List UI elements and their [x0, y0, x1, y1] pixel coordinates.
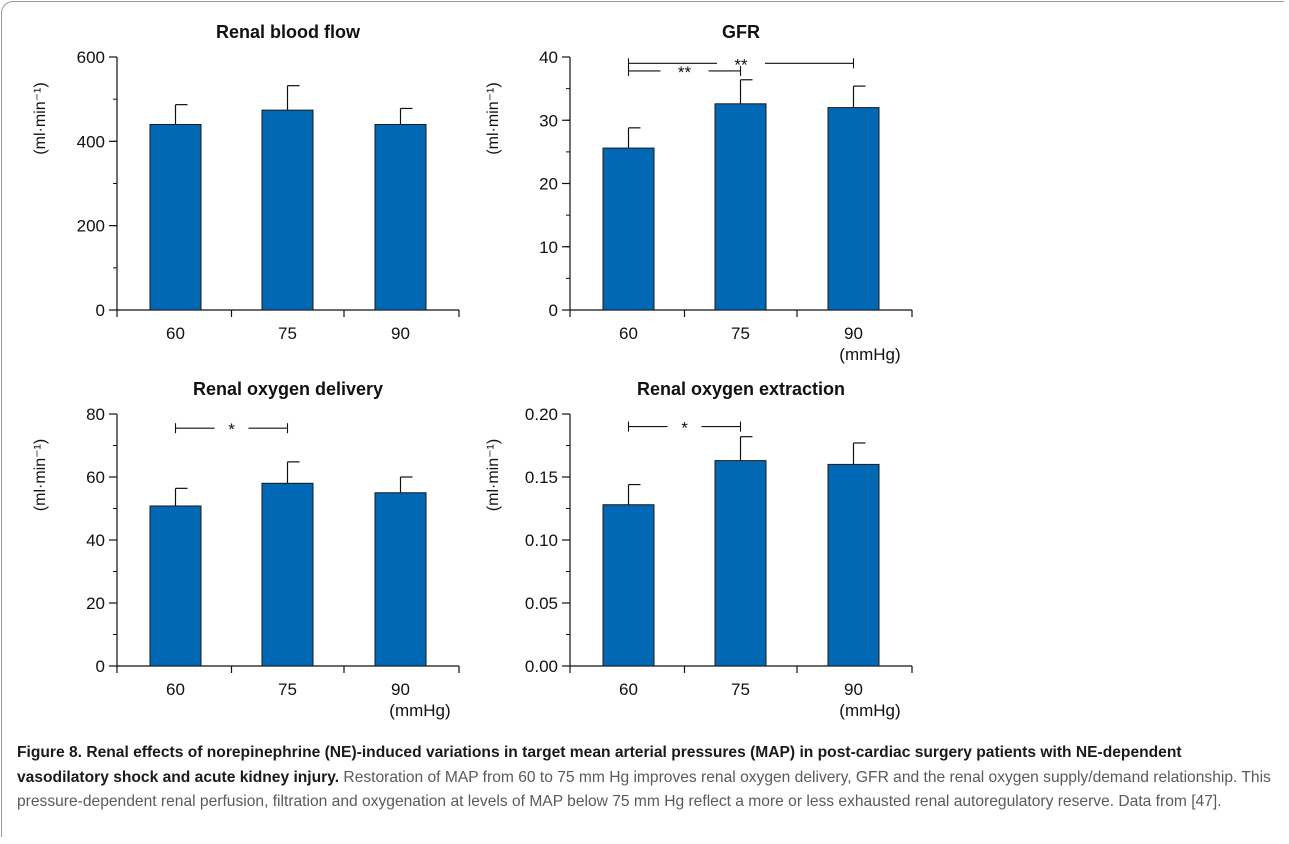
- x-tick-label: 60: [619, 324, 638, 343]
- figure-caption: Figure 8. Renal effects of norepinephrin…: [17, 741, 1272, 815]
- y-tick-label: 40: [539, 48, 558, 67]
- bar: [827, 107, 880, 311]
- bar: [374, 123, 427, 311]
- chart-panel-4: Renal oxygen extraction (ml·min⁻¹) 0.00 0.0…: [485, 379, 913, 720]
- bar: [602, 504, 655, 667]
- bar: [261, 482, 314, 667]
- significance-label: *: [681, 419, 688, 438]
- y-tick-label: 80: [86, 405, 105, 424]
- chart-title: Renal oxygen extraction: [637, 379, 845, 399]
- y-tick-label: 600: [77, 48, 105, 67]
- y-tick-label: 30: [539, 111, 558, 130]
- bar: [827, 463, 880, 667]
- caption-body: Restoration of MAP from 60 to 75 mm Hg i…: [17, 768, 1271, 811]
- y-tick-label: 60: [86, 468, 105, 487]
- bar: [261, 109, 314, 311]
- x-unit-label: (mmHg): [839, 701, 900, 720]
- bar: [602, 147, 655, 311]
- y-tick-label: 400: [77, 132, 105, 151]
- chart-title: GFR: [722, 22, 760, 42]
- x-tick-label: 75: [278, 324, 297, 343]
- caption-lead: Figure 8. Renal effects of norepinephrin…: [17, 744, 1182, 786]
- chart-panel-2: GFR (ml·min⁻¹) 0 10 20 30 40 60 75 90 (mmHg) ** **: [485, 22, 913, 364]
- y-axis-label: (ml·min⁻¹): [32, 82, 49, 154]
- x-tick-label: 75: [731, 324, 750, 343]
- y-axis-label: (ml·min⁻¹): [32, 439, 49, 511]
- x-tick-label: 75: [278, 680, 297, 699]
- chart-title: Renal blood flow: [216, 22, 361, 42]
- x-unit-label: (mmHg): [389, 701, 450, 720]
- y-tick-label: 0.05: [525, 594, 558, 613]
- x-tick-label: 90: [844, 680, 863, 699]
- chart-title: Renal oxygen delivery: [193, 379, 383, 399]
- significance-label: **: [678, 63, 692, 82]
- y-tick-label: 0: [549, 301, 558, 320]
- chart-panel-1: Renal blood flow (ml·min⁻¹) 0 200 400 600 60 75…: [32, 22, 460, 343]
- y-tick-label: 0: [96, 657, 105, 676]
- y-tick-label: 0.15: [525, 468, 558, 487]
- chart-panel-3: Renal oxygen delivery (ml·min⁻¹) 0 20 40 60 80…: [32, 379, 460, 720]
- y-tick-label: 200: [77, 217, 105, 236]
- bar: [714, 460, 767, 667]
- y-tick-label: 0.00: [525, 657, 558, 676]
- y-tick-label: 40: [86, 531, 105, 550]
- bar: [149, 123, 202, 311]
- x-tick-label: 60: [166, 324, 185, 343]
- significance-label: **: [734, 55, 748, 74]
- x-tick-label: 60: [166, 680, 185, 699]
- y-tick-label: 0.20: [525, 405, 558, 424]
- y-tick-label: 20: [539, 175, 558, 194]
- bar: [714, 103, 767, 311]
- y-tick-label: 20: [86, 594, 105, 613]
- x-tick-label: 90: [391, 680, 410, 699]
- y-axis-label: (ml·min⁻¹): [485, 82, 502, 154]
- bar: [374, 492, 427, 667]
- y-tick-label: 0.10: [525, 531, 558, 550]
- x-tick-label: 60: [619, 680, 638, 699]
- x-tick-label: 90: [844, 324, 863, 343]
- y-axis-label: (ml·min⁻¹): [485, 439, 502, 511]
- significance-label: *: [228, 420, 235, 439]
- x-tick-label: 75: [731, 680, 750, 699]
- x-tick-label: 90: [391, 324, 410, 343]
- x-unit-label: (mmHg): [839, 345, 900, 364]
- bar: [149, 505, 202, 667]
- y-tick-label: 0: [96, 301, 105, 320]
- y-tick-label: 10: [539, 238, 558, 257]
